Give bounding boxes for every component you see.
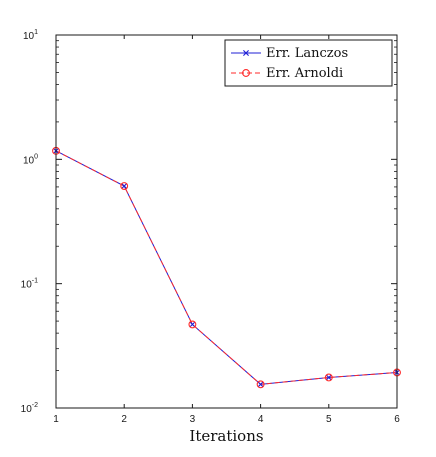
legend-marker-x [243, 50, 249, 56]
legend-marker-circle [242, 69, 250, 77]
data-point-arnoldi [256, 380, 265, 389]
y-tick-base: 10 [21, 404, 33, 415]
x-tick-labels: 1 2 3 4 5 6 [53, 414, 400, 425]
plot-area-frame [55, 34, 398, 409]
data-point-lanczos [121, 183, 128, 190]
series-layer [52, 146, 401, 389]
y-tick-exponent: 0 [34, 153, 38, 160]
x-tick-label: 1 [53, 414, 59, 425]
x-tick-label: 4 [258, 414, 264, 425]
legend-entry-label: Err. Arnoldi [266, 66, 343, 81]
x-tick-label: 3 [190, 414, 196, 425]
y-tick-base: 10 [23, 155, 35, 166]
x-tick-label: 5 [326, 414, 332, 425]
y-tick-base: 10 [23, 31, 35, 42]
series-line-arnoldi [55, 150, 398, 385]
y-tick-base: 10 [21, 280, 33, 291]
data-point-lanczos [257, 381, 264, 388]
y-tick-label: 101 [23, 29, 38, 42]
x-tick-label: 6 [394, 414, 400, 425]
data-point-lanczos [325, 374, 332, 381]
data-point-arnoldi [324, 373, 333, 382]
y-tick-label: 100 [23, 153, 38, 166]
axis-ticks [55, 34, 398, 409]
legend: Err. Lanczos Err. Arnoldi [224, 39, 393, 87]
data-point-arnoldi [120, 182, 129, 190]
x-tick-label: 2 [121, 414, 127, 425]
y-tick-label: 10-1 [21, 278, 38, 291]
data-point-arnoldi [188, 320, 197, 329]
y-tick-exponent: -1 [32, 278, 38, 285]
x-axis-label: Iterations [189, 427, 263, 445]
y-tick-exponent: 1 [34, 29, 38, 36]
legend-entry-label: Err. Lanczos [266, 46, 348, 61]
y-tick-label: 10-2 [21, 402, 38, 415]
series-line-lanczos [55, 150, 398, 385]
legend-box [224, 39, 393, 87]
y-tick-exponent: -2 [32, 402, 38, 409]
data-point-lanczos [189, 321, 196, 328]
